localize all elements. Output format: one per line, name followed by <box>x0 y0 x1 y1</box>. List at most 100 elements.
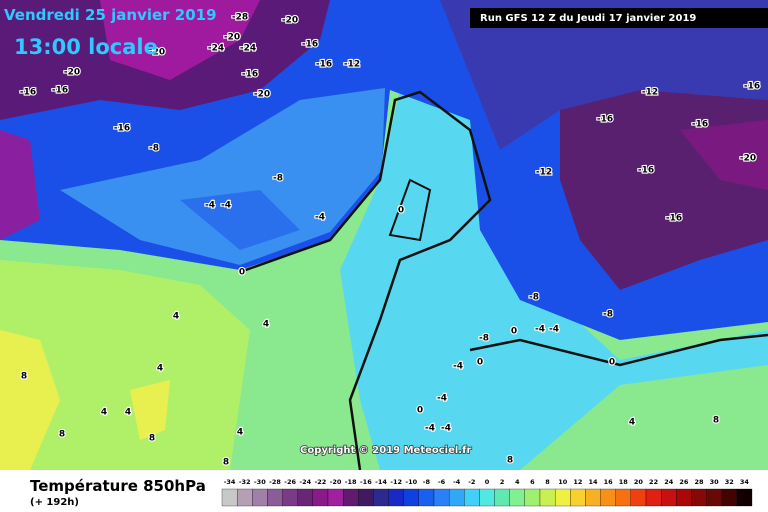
scale-cell <box>736 488 753 507</box>
run-info: Run GFS 12 Z du Jeudi 17 janvier 2019 <box>480 13 696 24</box>
scale-cell <box>403 488 420 507</box>
scale-cell <box>630 488 647 507</box>
scale-cell <box>615 488 632 507</box>
scale-cell <box>570 488 586 507</box>
scale-cell <box>267 488 283 507</box>
scale-tick-label: 26 <box>679 478 689 486</box>
contour-label: -4 <box>315 213 325 223</box>
contour-label: -8 <box>273 174 283 184</box>
contour-label: -8 <box>603 310 613 320</box>
scale-cell <box>676 488 692 507</box>
scale-tick-label: 20 <box>634 478 644 486</box>
scale-cell <box>373 488 389 507</box>
scale-cell <box>236 488 253 507</box>
scale-tick-label: 24 <box>664 478 674 486</box>
contour-label: -4 <box>535 325 545 335</box>
contour-label: 8 <box>21 372 27 382</box>
scale-tick-label: 14 <box>588 478 598 486</box>
scale-cell <box>706 488 722 507</box>
contour-label: 4 <box>101 408 107 418</box>
scale-cell <box>479 488 495 507</box>
contour-label: 8 <box>149 434 155 444</box>
contour-label: -12 <box>344 60 360 70</box>
contour-label: -4 <box>221 201 231 211</box>
contour-label: 8 <box>507 456 513 466</box>
scale-tick-label: 8 <box>545 478 550 486</box>
scale-tick-label: 4 <box>515 478 520 486</box>
contour-label: -16 <box>52 86 68 96</box>
scale-cell <box>221 488 238 507</box>
scale-tick-label: -2 <box>468 478 475 486</box>
scale-cell <box>464 488 480 507</box>
contour-label: -12 <box>642 88 658 98</box>
contour-label: -16 <box>316 60 332 70</box>
scale-tick-label: -18 <box>345 478 357 486</box>
color-scale: -34 -32 -30 -28 -26 -24 -22 -20 -18 -16 -14 -12 -10-… <box>221 478 753 507</box>
contour-label: 8 <box>713 416 719 426</box>
scale-tick-label: -30 <box>254 478 266 486</box>
scale-tick-label: 30 <box>710 478 720 486</box>
contour-label: -16 <box>638 166 654 176</box>
contour-label: 4 <box>173 312 179 322</box>
contour-label: -4 <box>425 424 435 434</box>
scale-tick-label: -10 <box>405 478 417 486</box>
scale-tick-label: -4 <box>453 478 461 486</box>
contour-label: 8 <box>59 430 65 440</box>
scale-cell <box>342 488 359 507</box>
contour-label: 4 <box>237 428 243 438</box>
contour-label: -16 <box>597 115 613 125</box>
scale-cell <box>494 488 510 507</box>
scale-tick-label: 0 <box>485 478 490 486</box>
contour-label: -4 <box>437 394 447 404</box>
scale-tick-label: 16 <box>604 478 614 486</box>
scale-cell <box>388 488 404 507</box>
contour-label: -16 <box>692 120 708 130</box>
contour-label: 0 <box>477 358 483 368</box>
contour-label: -20 <box>224 33 240 43</box>
scale-tick-label: 18 <box>619 478 629 486</box>
scale-cell <box>282 488 298 507</box>
scale-tick-label: -32 <box>239 478 251 486</box>
copyright: Copyright © 2019 Meteociel.fr <box>300 445 471 456</box>
scale-cell <box>660 488 677 507</box>
scale-tick-label: -34 <box>224 478 236 486</box>
scale-tick-label: 2 <box>500 478 505 486</box>
contour-label: 0 <box>239 268 245 278</box>
contour-label: -28 <box>232 13 248 23</box>
scale-cell <box>509 488 526 507</box>
scale-cell <box>585 488 601 507</box>
contour-label: -4 <box>549 325 559 335</box>
scale-tick-label: -28 <box>269 478 281 486</box>
scale-tick-label: 28 <box>694 478 704 486</box>
contour-label: -16 <box>302 40 318 50</box>
contour-label: -16 <box>242 70 258 80</box>
scale-tick-label: -26 <box>284 478 296 486</box>
scale-cell <box>539 488 556 507</box>
scale-tick-label: 22 <box>649 478 658 486</box>
contour-label: 8 <box>223 458 229 468</box>
contour-labels: -28 -20-20-24 -24 -16-20-16 -12-20 -16-16 -16-… <box>19 11 761 468</box>
scale-cell <box>418 488 435 507</box>
contour-label: -20 <box>740 154 756 164</box>
scale-cell <box>297 488 314 507</box>
scale-tick-label: -12 <box>390 478 402 486</box>
scale-tick-label: -8 <box>423 478 431 486</box>
map-background <box>0 0 768 471</box>
contour-label: -4 <box>441 424 451 434</box>
date: Vendredi 25 janvier 2019 <box>4 6 217 24</box>
parameter-title: Température 850hPa <box>30 477 206 495</box>
contour-label: -12 <box>536 168 552 178</box>
scale-cell <box>312 488 329 507</box>
scale-cell <box>433 488 450 507</box>
contour-label: -4 <box>205 201 215 211</box>
scale-tick-label: 34 <box>740 478 750 486</box>
contour-label: -16 <box>744 82 760 92</box>
local-time: 13:00 locale <box>14 35 158 59</box>
scale-cell <box>358 488 374 507</box>
scale-tick-label: 12 <box>573 478 582 486</box>
contour-label: 0 <box>398 206 404 216</box>
contour-label: -16 <box>666 214 682 224</box>
scale-cell <box>554 488 571 507</box>
scale-tick-label: 6 <box>530 478 535 486</box>
